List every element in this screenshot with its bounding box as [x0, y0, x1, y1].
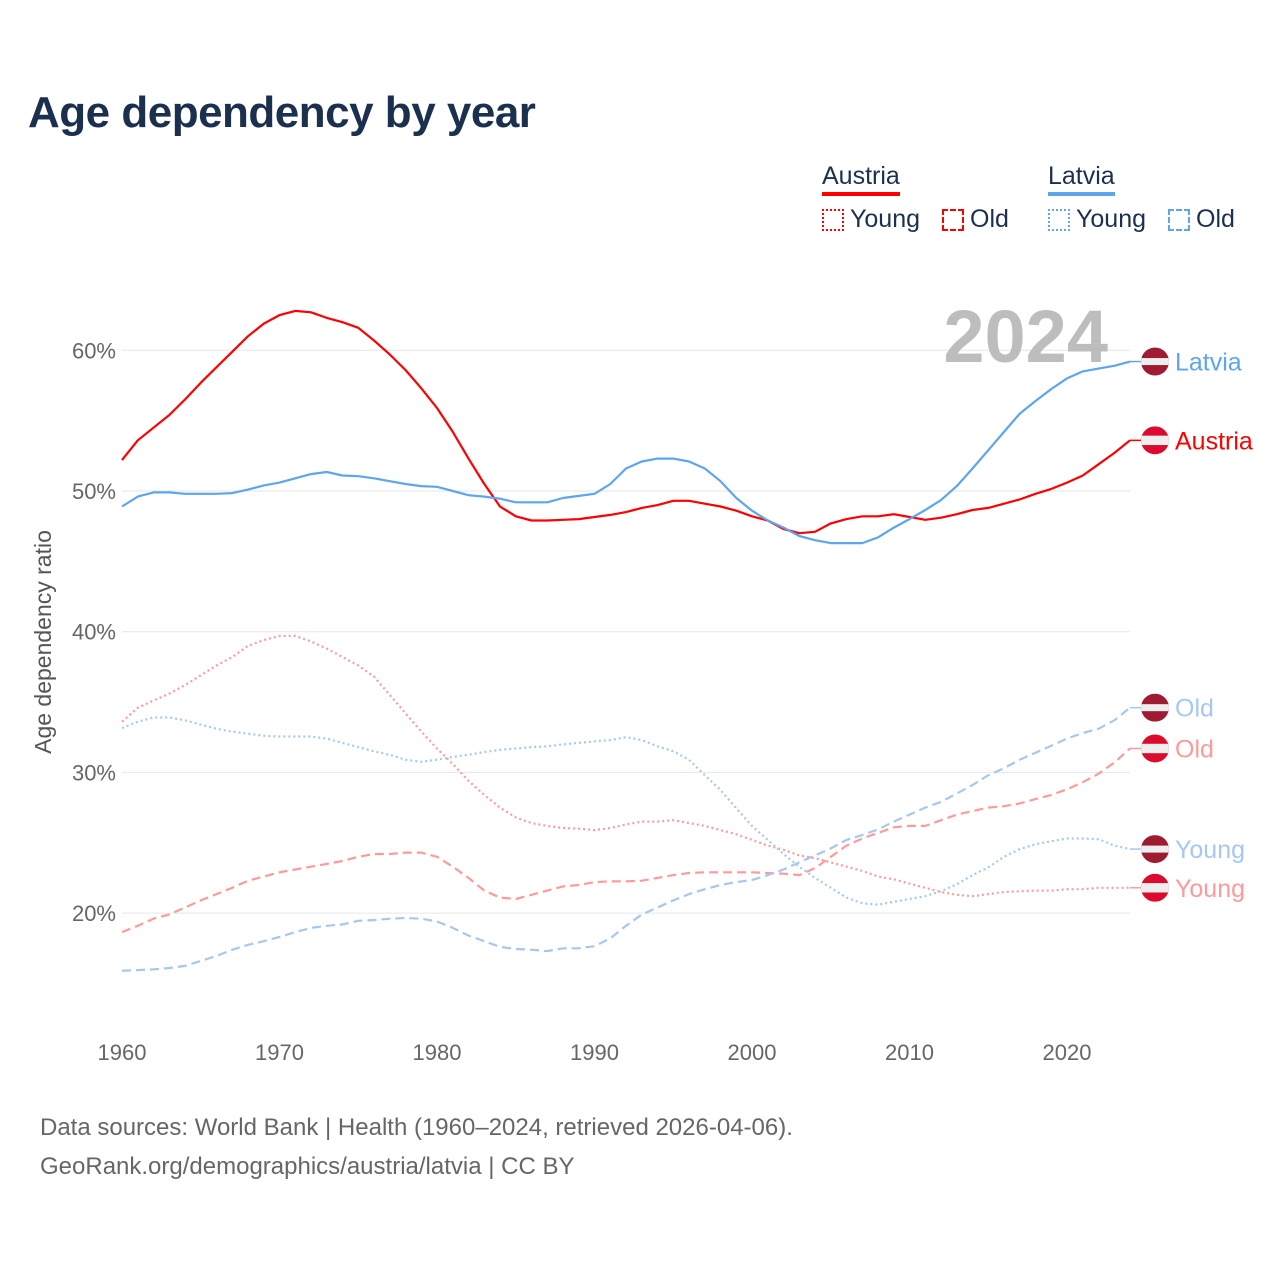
gridlines: 20% 30% 40% 50% 60% 1960 1970 1980 1990 2000 2010 2…	[72, 338, 1130, 1065]
x-tick-label: 1960	[98, 1040, 147, 1065]
chart-title: Age dependency by year	[28, 88, 536, 137]
austria-flag-icon	[1141, 734, 1169, 763]
source-line-2[interactable]: GeoRank.org/demographics/austria/latvia …	[40, 1153, 575, 1180]
legend-label: Old	[970, 205, 1009, 233]
end-labels: Austria Latvia Young Old Young Old	[1130, 347, 1253, 903]
series-lines	[121, 309, 1131, 972]
x-tick-label: 1980	[413, 1040, 462, 1065]
legend-latvia-swatch	[1048, 192, 1115, 196]
series-line-austria-old	[121, 747, 1131, 934]
y-tick-label: 50%	[72, 479, 116, 504]
austria-flag-icon	[1141, 873, 1169, 902]
end-label-austria: Austria	[1175, 427, 1253, 455]
x-tick-label: 2010	[885, 1040, 934, 1065]
source-line-1: Data sources: World Bank | Health (1960–…	[40, 1114, 793, 1141]
end-label-austria-old: Old	[1175, 735, 1214, 763]
legend-latvia-old[interactable]: Old	[1168, 205, 1235, 234]
dotted-swatch-icon	[1048, 208, 1070, 231]
y-tick-label: 40%	[72, 620, 116, 645]
legend-label: Old	[1196, 205, 1235, 233]
y-tick-label: 20%	[72, 901, 116, 926]
legend-austria-swatch	[822, 192, 900, 196]
legend-latvia[interactable]: Latvia	[1048, 162, 1115, 198]
source-note: Data sources: World Bank | Health (1960–…	[40, 1108, 793, 1186]
y-axis-label: Age dependency ratio	[30, 530, 56, 754]
end-label-austria-young: Young	[1175, 875, 1245, 903]
flag-white-stripe	[1141, 845, 1169, 853]
series-line-austria-young	[121, 634, 1130, 898]
legend-label: Young	[850, 205, 920, 233]
legend-austria[interactable]: Austria	[822, 162, 900, 198]
x-tick-label: 2020	[1043, 1040, 1092, 1065]
end-label-latvia: Latvia	[1175, 349, 1242, 377]
series-line-latvia-old	[121, 706, 1131, 972]
x-tick-label: 1970	[255, 1040, 304, 1065]
series-line-latvia	[121, 360, 1131, 545]
flag-white-stripe	[1141, 358, 1169, 366]
legend-austria-label: Austria	[822, 162, 900, 190]
legend-latvia-label: Latvia	[1048, 162, 1115, 190]
flag-white-stripe	[1141, 435, 1169, 446]
year-watermark: 2024	[943, 295, 1108, 378]
x-tick-label: 2000	[728, 1040, 777, 1065]
series-line-latvia-young	[121, 716, 1131, 906]
latvia-flag-icon	[1141, 835, 1169, 864]
latvia-flag-icon	[1141, 347, 1169, 376]
latvia-flag-icon	[1141, 693, 1169, 722]
legend-austria-old[interactable]: Old	[942, 205, 1009, 234]
austria-flag-icon	[1141, 426, 1169, 455]
legend-label: Young	[1076, 205, 1146, 233]
y-tick-label: 30%	[72, 760, 116, 785]
end-label-latvia-old: Old	[1175, 695, 1214, 723]
end-label-latvia-young: Young	[1175, 836, 1245, 864]
legend-latvia-young[interactable]: Young	[1048, 205, 1146, 234]
series-line-austria	[121, 309, 1131, 535]
flag-white-stripe	[1141, 743, 1169, 754]
y-tick-label: 60%	[72, 338, 116, 363]
legend-austria-young[interactable]: Young	[822, 205, 920, 234]
dashed-swatch-icon	[1168, 208, 1190, 231]
flag-white-stripe	[1141, 883, 1169, 893]
flag-white-stripe	[1141, 704, 1169, 712]
x-tick-label: 1990	[570, 1040, 619, 1065]
dotted-swatch-icon	[822, 208, 844, 231]
dashed-swatch-icon	[942, 208, 964, 231]
